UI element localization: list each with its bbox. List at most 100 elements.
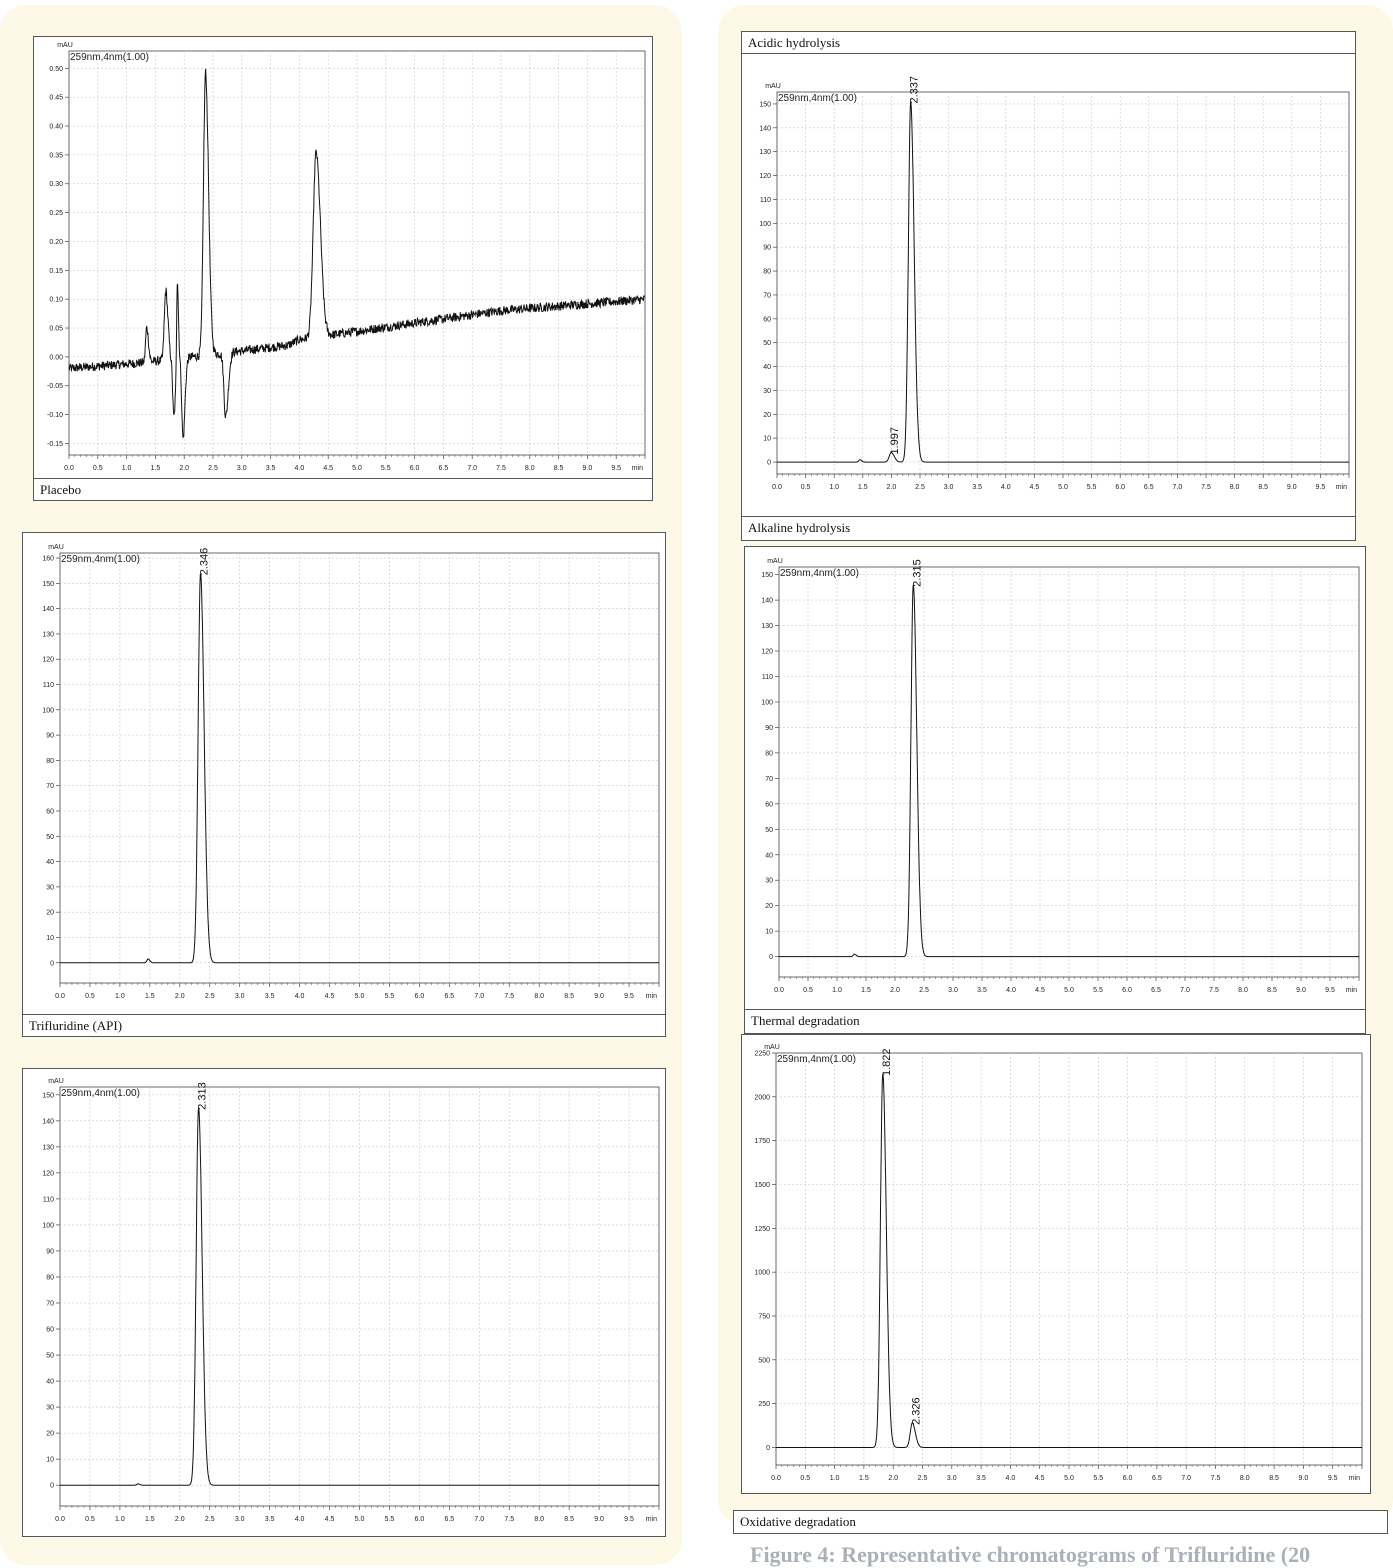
x-axis-unit: min: [1346, 987, 1357, 994]
y-tick-label: 120: [42, 657, 54, 664]
y-tick-label: 50: [46, 834, 54, 841]
x-axis-unit: min: [646, 993, 657, 1000]
y-tick-label: 0.00: [49, 354, 63, 361]
y-axis-unit: mAU: [764, 1044, 780, 1051]
x-tick-label: 5.5: [385, 993, 395, 1000]
x-tick-label: 6.0: [415, 1516, 425, 1523]
chromatogram-trace: [68, 68, 646, 439]
x-tick-label: 4.5: [1035, 1475, 1045, 1482]
x-tick-label: 8.5: [1258, 484, 1268, 491]
y-tick-label: 0.40: [49, 124, 63, 131]
x-tick-label: 9.0: [583, 465, 593, 472]
x-tick-label: 3.0: [235, 993, 245, 1000]
y-tick-label: 80: [46, 758, 54, 765]
y-tick-label: -0.10: [47, 412, 63, 419]
peak-retention-label: 1.822: [881, 1049, 893, 1077]
y-tick-label: 120: [42, 1170, 54, 1177]
x-tick-label: 5.5: [1093, 1475, 1103, 1482]
x-tick-label: 0.5: [93, 465, 103, 472]
channel-label: 259nm,4nm(1.00): [778, 93, 857, 104]
peak-retention-label: 2.315: [911, 559, 923, 587]
y-tick-label: 70: [763, 292, 771, 299]
x-tick-label: 5.0: [1058, 484, 1068, 491]
x-tick-label: 4.0: [1006, 987, 1016, 994]
channel-label: 259nm,4nm(1.00): [777, 1054, 856, 1065]
x-tick-label: 2.5: [918, 1475, 928, 1482]
y-tick-label: 110: [760, 197, 771, 204]
y-tick-label: 130: [759, 149, 771, 156]
x-tick-label: 8.0: [534, 1516, 544, 1523]
x-tick-label: 7.0: [474, 993, 484, 1000]
x-tick-label: 0.0: [772, 484, 782, 491]
chromatogram-placebo: 0.0 0.5 1.0 1.5 2.0 2.5 3.0 3.5 4.0 4.5 5.0 5.5 6.0 6…: [33, 36, 653, 501]
y-tick-label: 130: [761, 623, 773, 630]
y-tick-label: 2000: [754, 1094, 770, 1101]
figure-caption: Figure 4: Representative chromatograms o…: [750, 1542, 1311, 1567]
x-tick-label: 0.5: [85, 993, 95, 1000]
x-tick-label: 1.5: [859, 1475, 869, 1482]
y-tick-label: 0.20: [49, 239, 63, 246]
label-oxidative-degradation: Oxidative degradation: [733, 1510, 1388, 1534]
y-tick-label: 140: [759, 125, 771, 132]
y-tick-label: 90: [765, 725, 773, 732]
x-tick-label: 7.0: [1180, 987, 1190, 994]
y-tick-label: 110: [43, 682, 54, 689]
x-tick-label: 0.0: [55, 1516, 65, 1523]
chromatogram-oxidative: 0.0 0.5 1.0 1.5 2.0 2.5 3.0 3.5 4.0 4.5 5.0 5.5 6.0 6…: [741, 1034, 1371, 1494]
y-tick-label: 1000: [754, 1270, 770, 1277]
y-tick-label: 10: [46, 935, 54, 942]
y-tick-label: 10: [763, 436, 771, 443]
x-tick-label: 4.5: [325, 993, 335, 1000]
x-tick-label: 2.5: [915, 484, 925, 491]
x-tick-label: 7.5: [496, 465, 506, 472]
peak-retention-label: 2.313: [197, 1082, 209, 1110]
x-tick-label: 3.5: [976, 1475, 986, 1482]
y-tick-label: 60: [765, 801, 773, 808]
x-tick-label: 7.0: [467, 465, 477, 472]
chromatogram-trace: [777, 101, 1349, 463]
x-tick-label: 7.0: [1181, 1475, 1191, 1482]
x-tick-label: 3.0: [237, 465, 247, 472]
y-tick-label: 1250: [754, 1226, 770, 1233]
y-axis-unit: mAU: [48, 1078, 64, 1085]
x-tick-label: 5.0: [1064, 987, 1074, 994]
x-tick-label: 1.0: [115, 1516, 125, 1523]
x-tick-label: 6.5: [1152, 1475, 1162, 1482]
x-tick-label: 4.0: [1006, 1475, 1016, 1482]
y-tick-label: 750: [758, 1313, 770, 1320]
y-tick-label: -0.05: [47, 383, 63, 390]
x-tick-label: 9.5: [1328, 1475, 1338, 1482]
chromatogram-thermal: 0.0 0.5 1.0 1.5 2.0 2.5 3.0 3.5 4.0 4.5 5.0 5.5 6.0 6…: [22, 1068, 666, 1537]
y-tick-label: 1750: [754, 1138, 770, 1145]
x-tick-label: 4.0: [295, 1516, 305, 1523]
x-tick-label: 1.5: [145, 1516, 155, 1523]
y-tick-label: 0.35: [49, 152, 63, 159]
y-tick-label: 100: [759, 221, 771, 228]
y-tick-label: 140: [42, 606, 54, 613]
y-tick-label: 30: [765, 878, 773, 885]
chromatogram-acidic: Acidic hydrolysis 0.0 0.5 1.0 1.5 2.0 2.5 3.0 3…: [741, 31, 1356, 517]
y-tick-label: 140: [761, 598, 773, 605]
y-tick-label: 160: [42, 556, 54, 563]
y-tick-label: 30: [46, 884, 54, 891]
x-tick-label: 1.5: [151, 465, 161, 472]
x-tick-label: 8.5: [1269, 1475, 1279, 1482]
x-tick-label: 5.5: [385, 1516, 395, 1523]
x-tick-label: 3.5: [265, 1516, 275, 1523]
y-axis-unit: mAU: [48, 544, 64, 551]
y-tick-label: 70: [765, 776, 773, 783]
chromatogram-trace: [60, 573, 659, 964]
x-tick-label: 1.0: [832, 987, 842, 994]
x-tick-label: 1.5: [861, 987, 871, 994]
y-tick-label: -0.15: [47, 441, 63, 448]
y-tick-label: 10: [46, 1457, 54, 1464]
x-tick-label: 6.0: [415, 993, 425, 1000]
x-tick-label: 9.5: [624, 1516, 634, 1523]
y-tick-label: 80: [763, 269, 771, 276]
x-tick-label: 2.5: [208, 465, 218, 472]
x-tick-label: 0.0: [55, 993, 65, 1000]
x-tick-label: 9.0: [594, 993, 604, 1000]
x-tick-label: 1.0: [830, 1475, 840, 1482]
x-tick-label: 7.0: [474, 1516, 484, 1523]
x-tick-label: 6.5: [439, 465, 449, 472]
